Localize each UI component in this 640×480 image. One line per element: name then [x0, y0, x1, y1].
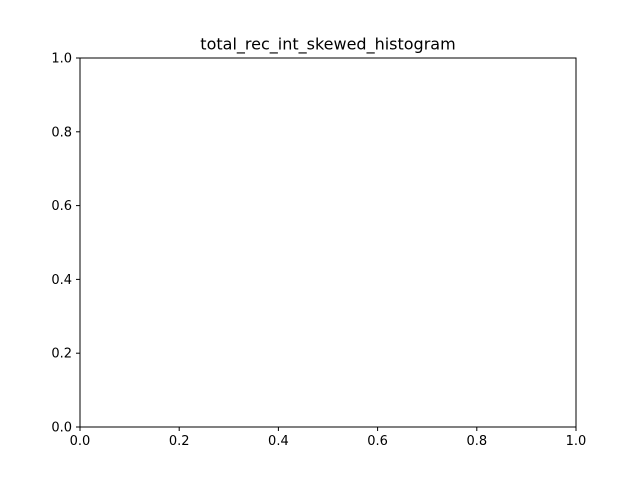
y-tick-label: 0.4: [51, 273, 72, 288]
x-tick-label: 0.4: [268, 434, 289, 449]
y-axis-ticks: 0.0 0.2 0.4 0.6 0.8 1.0: [51, 52, 80, 436]
x-tick-label: 0.8: [466, 434, 487, 449]
x-tick-label: 1.0: [566, 434, 587, 449]
y-tick-label: 0.8: [51, 125, 72, 140]
y-tick-label: 1.0: [51, 52, 72, 67]
plot-frame: [79, 57, 577, 428]
y-tick-label: 0.6: [51, 199, 72, 214]
x-tick-label: 0.2: [169, 434, 190, 449]
x-axis-ticks: 0.0 0.2 0.4 0.6 0.8 1.0: [70, 427, 587, 449]
x-tick-label: 0.6: [367, 434, 388, 449]
plot-area: [80, 58, 576, 427]
x-tick-label: 0.0: [70, 434, 91, 449]
y-tick-label: 0.0: [51, 421, 72, 436]
y-tick-label: 0.2: [51, 347, 72, 362]
chart-title: total_rec_int_skewed_histogram: [200, 35, 455, 55]
